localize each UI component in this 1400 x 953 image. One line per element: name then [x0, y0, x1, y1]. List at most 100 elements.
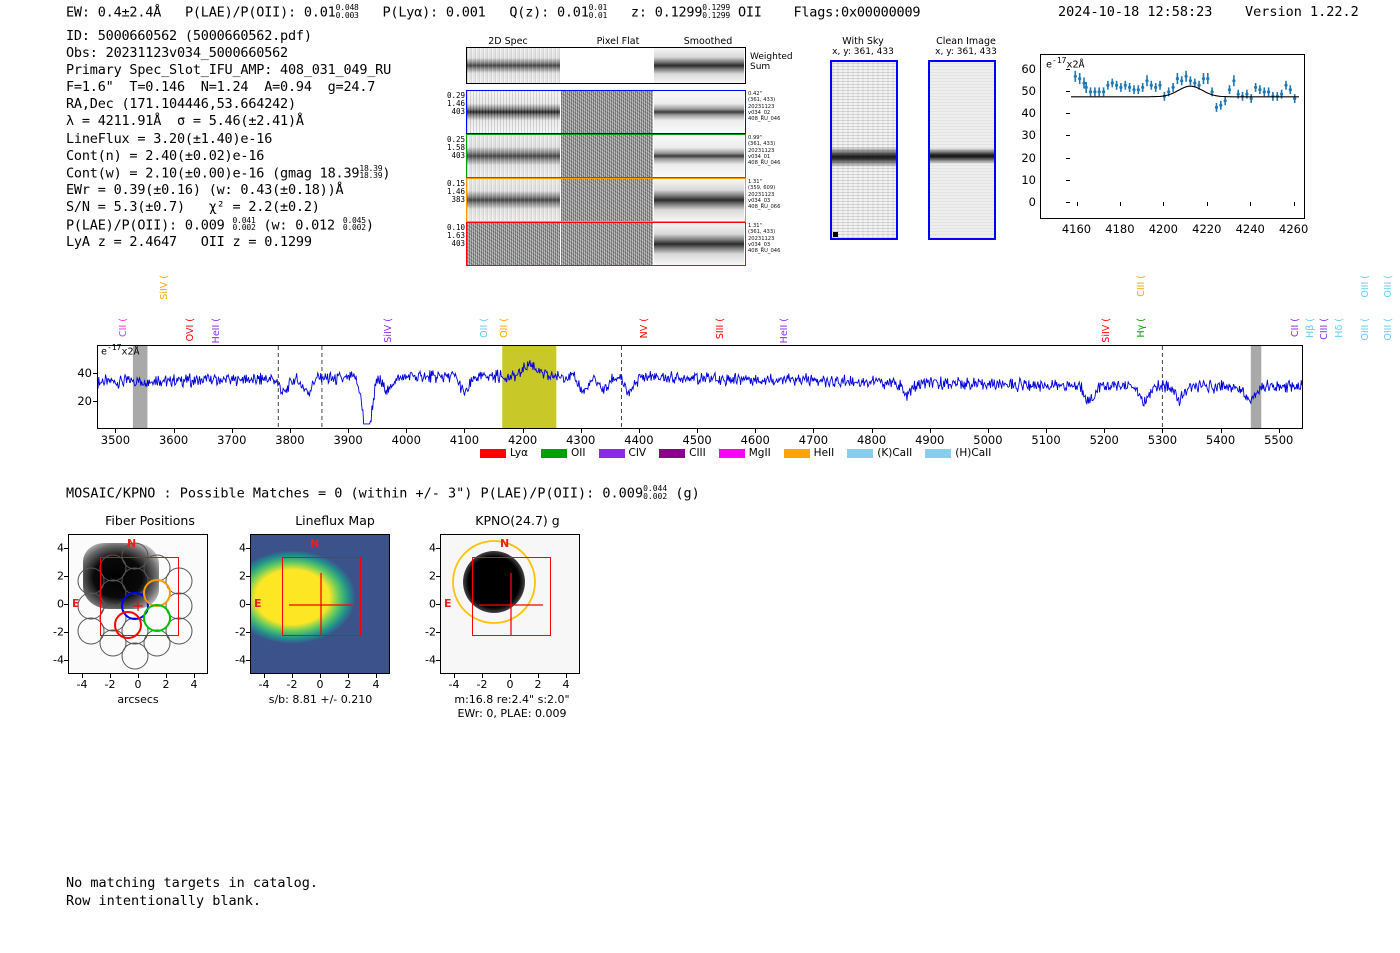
cutout-2-title: Clean Image [936, 36, 996, 47]
fiber-3-smoothed [654, 179, 744, 221]
panel-title-fiber-positions: Fiber Positions [105, 513, 195, 528]
fiber-row-2[interactable] [466, 134, 746, 178]
image-ytick-mark [64, 576, 68, 577]
line-label-ovi-2: OVI ( [185, 318, 197, 342]
legend-label: HeII [813, 447, 835, 459]
image-ytick-mark [436, 660, 440, 661]
spectrum-xtick: 4900 [915, 433, 945, 447]
zoom-ytick-mark [1066, 135, 1070, 137]
info-sn-chi2: S/N = 5.3(±0.7) χ² = 2.2(±0.2) [66, 199, 320, 216]
spectrum-xtick-mark [638, 429, 640, 433]
fiber-1-right-labels: 0.42" (361, 433) 20231123 v034_02 408_RU… [748, 91, 781, 123]
image-xtick: -4 [76, 678, 88, 691]
image-xtick: -2 [476, 678, 488, 691]
fiber-4-left-labels: 0.10 1.63 403 [446, 223, 465, 249]
image-ytick-mark [246, 576, 250, 577]
fiber-row-4[interactable] [466, 222, 746, 266]
zoom-xtick: 4220 [1192, 222, 1222, 236]
image-ytick: 2 [57, 569, 64, 583]
spectrum-ytick: 40 [77, 366, 92, 381]
line-label-nv-7: NV ( [638, 318, 650, 339]
spectrum-xtick-mark [1162, 429, 1164, 433]
line-label-oiii-19: OIII ( [1360, 275, 1372, 298]
zoom-ytick-mark [1066, 157, 1070, 159]
zoom-xtick-mark [1250, 202, 1252, 206]
fiber-2-left-labels: 0.25 1.58 403 [446, 135, 465, 161]
zoom-ytick: 50 [1021, 83, 1036, 98]
info-plae: P(LAE)/P(OII): 0.009 0.041 0.002 (w: 0.01… [66, 215, 374, 234]
spectrum-xtick: 3500 [100, 433, 131, 447]
image-xtick: 0 [134, 678, 142, 691]
zoom-xtick-mark [1293, 202, 1295, 206]
line-label-oii-6: OII ( [499, 318, 511, 338]
image-xtick: -2 [104, 678, 116, 691]
info-wavelength: λ = 4211.91Å σ = 5.46(±2.41)Å [66, 113, 304, 130]
image-xtick-mark [482, 674, 483, 678]
fiber-positions-image[interactable] [68, 534, 208, 674]
fiber-row-3[interactable] [466, 178, 746, 222]
spectrum-xtick: 5200 [1089, 433, 1119, 447]
header-ew: EW: 0.4±2.4Å [66, 4, 162, 21]
zoom-ytick: 30 [1021, 128, 1036, 143]
lineflux-map-fov-box [282, 557, 361, 636]
spectrum-xtick-mark [522, 429, 524, 433]
zoom-ytick: 60 [1021, 61, 1036, 76]
gmag-errors: 18.39 18.39 [359, 163, 383, 181]
fiber-3-left-labels: 0.15 1.46 383 [446, 179, 465, 205]
version: Version 1.22.2 [1244, 4, 1359, 20]
detection-info-block: ID: 5000660562 (5000660562.pdf) Obs: 202… [66, 28, 391, 251]
header-plae-value: 0.01 [303, 4, 336, 21]
line-label-siii-8: SIII ( [714, 318, 726, 340]
spectrum-xtick-mark [115, 429, 117, 433]
legend-item-kcaii: (K)CaII [847, 447, 912, 459]
kpno-caption-2: EWr: 0, PLAE: 0.009 [457, 707, 567, 720]
image-xtick-mark [320, 674, 321, 678]
spectrum-xtick-mark [871, 429, 873, 433]
weighted-sum-smoothed [654, 48, 744, 83]
spectrum-xtick: 5100 [1031, 433, 1061, 447]
image-xtick: 0 [506, 678, 514, 691]
spectrum-xtick-mark [1220, 429, 1222, 433]
fiber-positions-fov-box [100, 557, 179, 636]
zoom-emission-plot[interactable]: e-17x2Å [1040, 54, 1305, 219]
full-spectrum-plot[interactable]: e-17x2Å [97, 344, 1303, 429]
spectrum-xtick: 4000 [391, 433, 421, 447]
cutout-clean-image[interactable] [928, 60, 996, 240]
spectrum-xtick: 5000 [973, 433, 1003, 447]
header-timestamp-version: 2024-10-18 12:58:23 Version 1.22.2 [1058, 4, 1359, 20]
legend-item-ly: Lyα [480, 447, 528, 459]
info-continuum-wide: Cont(w) = 2.10(±0.00)e-16 (gmag 18.39 18.… [66, 163, 391, 182]
header-qz-value: 0.01 [556, 4, 589, 21]
zoom-xtick: 4180 [1105, 222, 1135, 236]
line-label-oii-5: OII ( [478, 318, 490, 338]
spectrum-xtick: 3800 [275, 433, 305, 447]
legend-label: MgII [748, 447, 771, 459]
legend-label: OII [571, 447, 586, 459]
timestamp: 2024-10-18 12:58:23 [1058, 4, 1213, 20]
image-ytick-mark [64, 632, 68, 633]
panel-title-lineflux-map: Lineflux Map [295, 513, 375, 528]
spectrum-xtick-mark [348, 429, 350, 433]
image-ytick-mark [246, 548, 250, 549]
panel-title-kpno: KPNO(24.7) g [475, 513, 560, 528]
lineflux-map-image[interactable] [250, 534, 390, 674]
image-ytick: -2 [235, 625, 246, 639]
kpno-image[interactable] [440, 534, 580, 674]
image-ytick-mark [64, 548, 68, 549]
mosaic-summary-line: MOSAIC/KPNO : Possible Matches = 0 (with… [66, 484, 700, 502]
image-xtick-mark [292, 674, 293, 678]
zoom-ytick: 20 [1021, 150, 1036, 165]
fiber-row-1[interactable] [466, 90, 746, 134]
spectrum-ytick-mark [93, 400, 97, 402]
image-ytick-mark [436, 632, 440, 633]
header-z-value: 0.1299 [654, 4, 703, 21]
image-ytick: -2 [53, 625, 64, 639]
spectrum-canvas [98, 346, 1302, 428]
header-qz-label: Q(z): [509, 4, 549, 21]
image-ytick: -4 [53, 653, 64, 667]
image-ytick-mark [64, 604, 68, 605]
cutout-with-sky[interactable] [830, 60, 898, 240]
image-ytick: 0 [429, 597, 436, 611]
image-ytick-mark [436, 548, 440, 549]
line-label-heii-9: HeII ( [778, 318, 790, 344]
